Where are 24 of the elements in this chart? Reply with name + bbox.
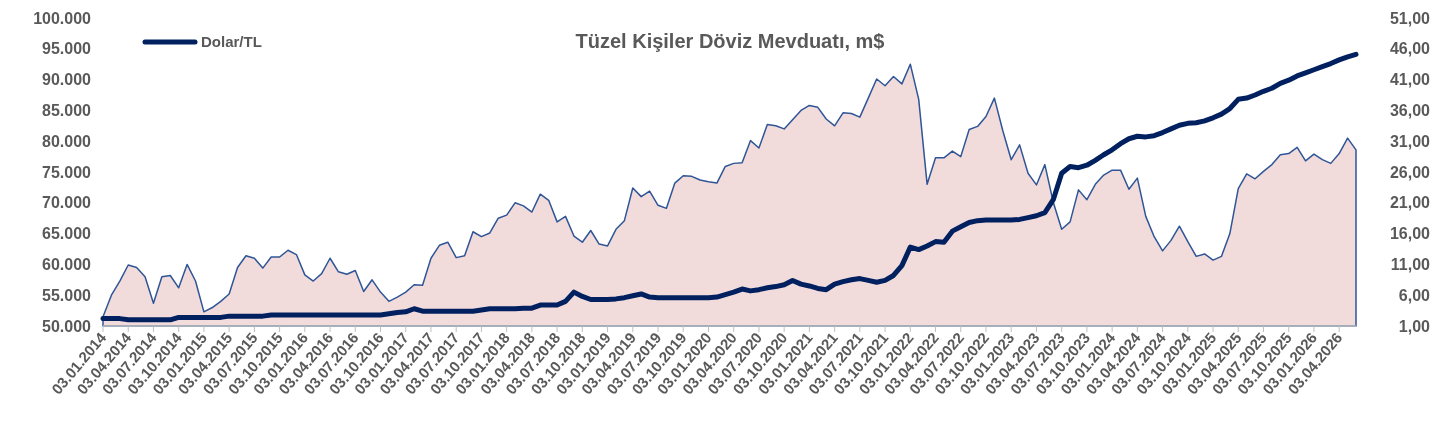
text: Tüzel Kişiler Döviz Mevduatı, m$ — [575, 30, 885, 52]
y2-tick-label: 6,00 — [1398, 286, 1431, 304]
y-tick-label: 70.000 — [42, 194, 92, 212]
y-tick-label: 80.000 — [42, 132, 92, 150]
y2-tick-label: 26,00 — [1389, 163, 1431, 181]
y2-tick-label: 46,00 — [1389, 40, 1431, 58]
y-tick-label: 95.000 — [42, 40, 92, 58]
y2-tick-label: 1,00 — [1398, 317, 1431, 335]
y2-tick-label: 51,00 — [1389, 9, 1431, 27]
y-tick-label: 90.000 — [42, 71, 92, 89]
legend-label: Dolar/TL — [201, 33, 262, 51]
y2-tick-label: 16,00 — [1389, 225, 1431, 243]
y-tick-label: 55.000 — [42, 286, 92, 304]
y-tick-label: 100.000 — [33, 9, 92, 27]
y-tick-label: 85.000 — [42, 102, 92, 119]
y2-tick-label: 41,00 — [1389, 71, 1431, 89]
y2-tick-label: 36,00 — [1389, 102, 1431, 119]
y2-tick-label: 21,00 — [1389, 194, 1431, 212]
y-tick-label: 75.000 — [42, 163, 92, 181]
y2-tick-label: 11,00 — [1390, 256, 1431, 273]
y2-tick-label: 31,00 — [1389, 132, 1431, 150]
y-tick-label: 65.000 — [42, 225, 92, 243]
y-tick-label: 50.000 — [42, 317, 92, 335]
y-tick-label: 60.000 — [42, 256, 92, 273]
